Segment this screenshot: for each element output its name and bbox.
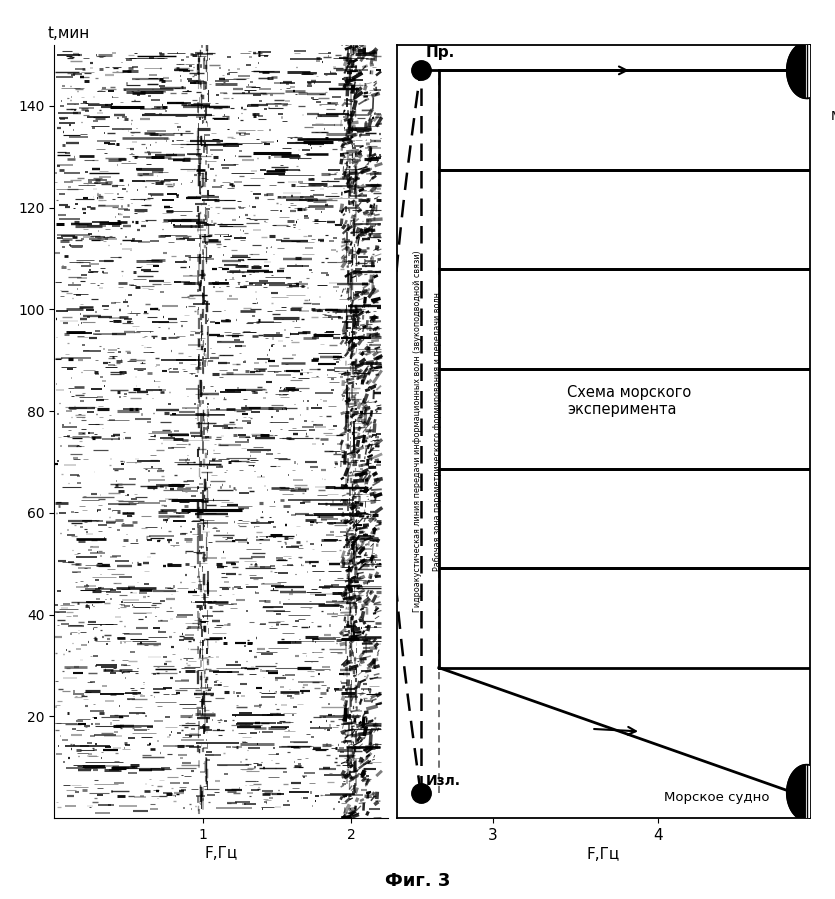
Text: Изл.: Изл. [426,773,461,788]
Polygon shape [787,42,807,98]
Text: Рабочая зона параметрического формирования и передачи волн: Рабочая зона параметрического формирован… [433,292,442,571]
Text: Гидроакустическая линия передачи информационных волн (звукоподводной связи): Гидроакустическая линия передачи информа… [412,251,422,612]
X-axis label: F,Гц: F,Гц [205,846,238,861]
Polygon shape [807,42,827,98]
Polygon shape [807,765,827,821]
Text: Пр.: Пр. [426,45,455,60]
Polygon shape [787,765,807,821]
Text: t,мин: t,мин [48,26,90,41]
Text: Морское судно: Морское судно [665,791,770,805]
X-axis label: F,Гц: F,Гц [587,847,620,862]
Text: Морское судно: Морское судно [832,110,835,122]
Text: Фиг. 3: Фиг. 3 [385,871,450,889]
Text: Схема морского
эксперимента: Схема морского эксперимента [567,385,691,417]
